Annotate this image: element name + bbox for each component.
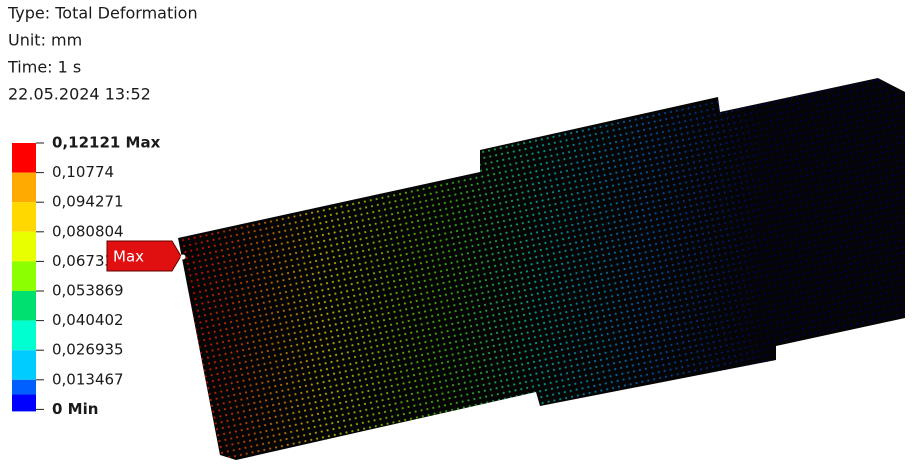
legend-swatch — [12, 321, 36, 351]
legend: 0,12121 Max0,107740,0942710,0808040,0673… — [12, 134, 161, 418]
probe: Max — [107, 241, 186, 271]
legend-swatch — [12, 173, 36, 203]
result-unit: Unit: mm — [8, 31, 82, 50]
model — [178, 70, 908, 466]
result-type: Type: Total Deformation — [7, 4, 198, 23]
legend-swatch — [12, 395, 36, 412]
legend-label: 0,10774 — [52, 163, 114, 181]
screenshot: Type: Total Deformation Unit: mm Time: 1… — [0, 0, 920, 466]
legend-swatch — [12, 261, 36, 291]
legend-label: 0,053869 — [52, 282, 124, 300]
legend-swatch — [12, 291, 36, 321]
deformation-contour — [178, 70, 908, 466]
probe-label: Max — [113, 248, 144, 266]
legend-swatch — [12, 202, 36, 232]
result-time: Time: 1 s — [7, 58, 81, 77]
legend-label: 0,040402 — [52, 311, 124, 329]
probe-point — [181, 255, 186, 260]
legend-label: 0,080804 — [52, 222, 124, 240]
legend-label: 0,094271 — [52, 193, 124, 211]
legend-swatch — [12, 232, 36, 262]
legend-label: 0,013467 — [52, 370, 124, 388]
legend-label: 0,12121 Max — [52, 134, 161, 152]
legend-label: 0 Min — [52, 400, 98, 418]
legend-swatch — [12, 143, 36, 173]
legend-swatch — [12, 350, 36, 380]
result-date: 22.05.2024 13:52 — [8, 85, 151, 104]
legend-label: 0,026935 — [52, 341, 124, 359]
